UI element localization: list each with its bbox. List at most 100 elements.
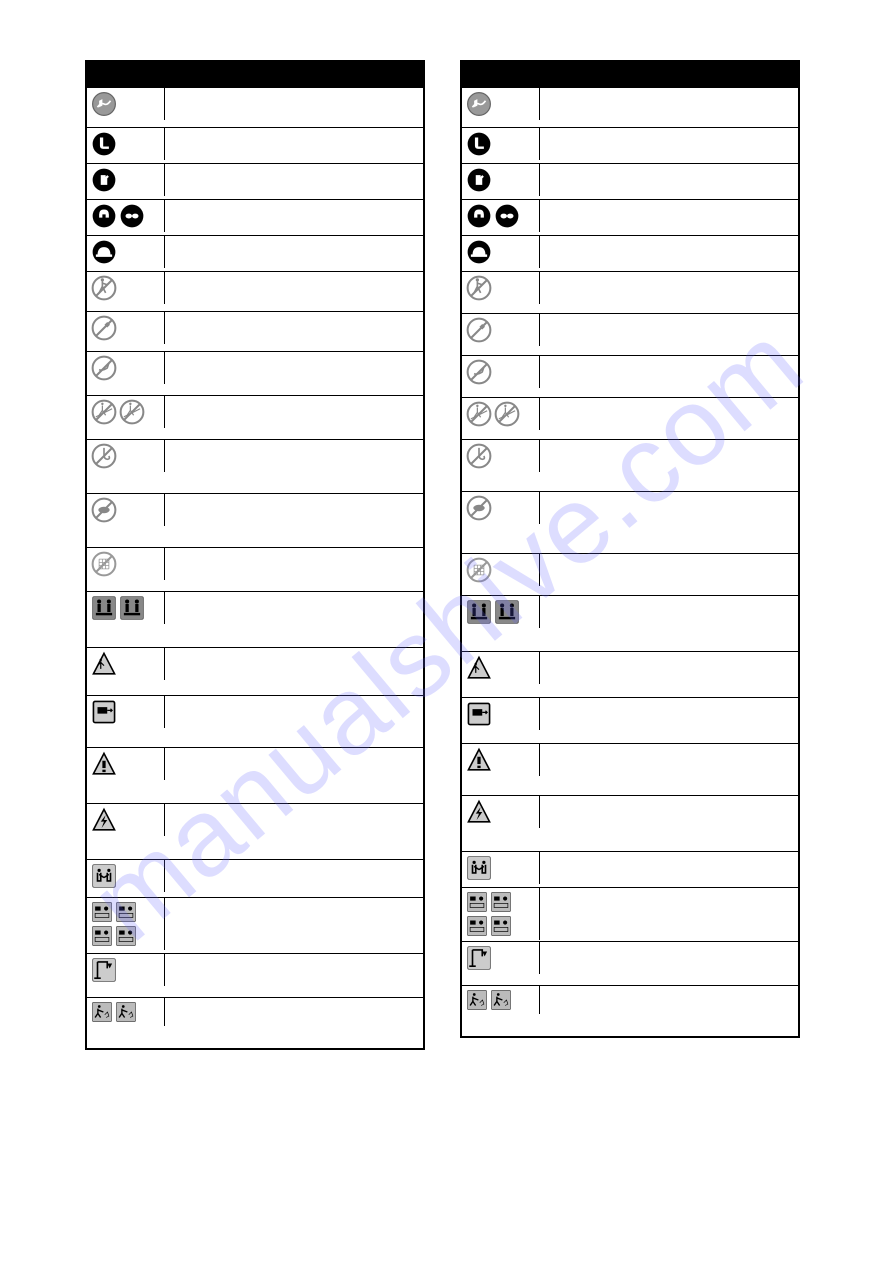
warn-generic-icon <box>466 747 492 773</box>
text-cell <box>165 236 423 242</box>
icon-cell <box>87 748 165 780</box>
text-cell <box>540 314 798 320</box>
icon-cell <box>87 898 165 950</box>
table-row <box>87 352 423 396</box>
table-row <box>87 648 423 696</box>
icon-cell <box>87 860 165 892</box>
icon-cell <box>87 804 165 836</box>
text-cell <box>540 440 798 446</box>
warn-generic-icon <box>91 751 117 777</box>
icon-cell <box>462 796 540 828</box>
no-tools-icon <box>466 317 492 343</box>
no-walk-icon <box>91 275 117 301</box>
no-slope-b-icon <box>494 401 520 427</box>
icon-cell <box>87 696 165 728</box>
no-grid-icon <box>466 557 492 583</box>
icon-cell <box>462 554 540 586</box>
icon-cell <box>87 312 165 344</box>
table-row <box>87 804 423 860</box>
no-hook-icon <box>466 443 492 469</box>
table-row <box>462 164 798 200</box>
icon-cell <box>87 440 165 472</box>
no-grid-icon <box>91 551 117 577</box>
icon-cell <box>87 592 165 624</box>
text-cell <box>165 312 423 318</box>
table-row <box>462 942 798 986</box>
no-slope-a-icon <box>466 401 492 427</box>
read-manual-icon <box>91 91 117 117</box>
table-row <box>87 128 423 164</box>
eye-protection-icon <box>119 203 145 229</box>
icon-cell <box>87 998 165 1026</box>
table-row <box>87 88 423 128</box>
boots-icon <box>91 131 117 157</box>
caution-box-icon <box>91 699 117 725</box>
left-column <box>85 60 425 1050</box>
text-cell <box>165 440 423 446</box>
text-cell <box>165 860 423 866</box>
icon-cell <box>87 396 165 428</box>
icon-cell <box>87 128 165 160</box>
table-row <box>462 356 798 398</box>
table-row <box>462 314 798 356</box>
icon-cell <box>462 356 540 388</box>
text-cell <box>540 652 798 658</box>
no-hook-icon <box>91 443 117 469</box>
icon-cell <box>462 492 540 524</box>
text-cell <box>165 272 423 278</box>
text-cell <box>165 804 423 810</box>
icon-cell <box>462 888 540 940</box>
table-row <box>462 796 798 852</box>
gloves-icon <box>466 167 492 193</box>
icon-cell <box>87 272 165 304</box>
panel-a-icon <box>91 901 113 923</box>
icon-cell <box>462 852 540 884</box>
text-cell <box>540 942 798 948</box>
caution-persons-icon <box>91 863 117 889</box>
table-row <box>462 492 798 554</box>
no-walk-icon <box>466 275 492 301</box>
panel-c-icon <box>466 915 488 937</box>
text-cell <box>540 796 798 802</box>
table-row <box>87 954 423 998</box>
icon-cell <box>462 652 540 684</box>
icon-cell <box>87 164 165 196</box>
helmet-icon <box>91 239 117 265</box>
text-cell <box>540 272 798 278</box>
text-cell <box>540 236 798 242</box>
read-manual-icon <box>466 91 492 117</box>
icon-cell <box>87 200 165 232</box>
table-row <box>87 440 423 494</box>
table-row <box>87 164 423 200</box>
text-cell <box>165 592 423 598</box>
table-row <box>462 236 798 272</box>
table-row <box>462 398 798 440</box>
table-row <box>462 852 798 888</box>
text-cell <box>540 128 798 134</box>
no-item-icon <box>466 495 492 521</box>
table-row <box>87 592 423 648</box>
icon-cell <box>462 440 540 472</box>
table-row <box>87 898 423 954</box>
no-hand-icon <box>466 359 492 385</box>
no-tools-icon <box>91 315 117 341</box>
text-cell <box>540 492 798 498</box>
table-row <box>462 440 798 492</box>
warn-panel-icon <box>466 945 492 971</box>
panel-d-icon <box>115 925 137 947</box>
table-row <box>87 236 423 272</box>
ear-protection-icon <box>466 203 492 229</box>
table-row <box>87 396 423 440</box>
text-cell <box>540 554 798 560</box>
right-header <box>460 60 800 88</box>
text-cell <box>540 398 798 404</box>
panel-c-icon <box>91 925 113 947</box>
panel-b-icon <box>115 901 137 923</box>
table-row <box>462 128 798 164</box>
table-row <box>462 596 798 652</box>
icon-cell <box>462 314 540 346</box>
icon-cell <box>462 942 540 974</box>
icon-cell <box>462 596 540 628</box>
caution-box-icon <box>466 701 492 727</box>
panel-d-icon <box>490 915 512 937</box>
